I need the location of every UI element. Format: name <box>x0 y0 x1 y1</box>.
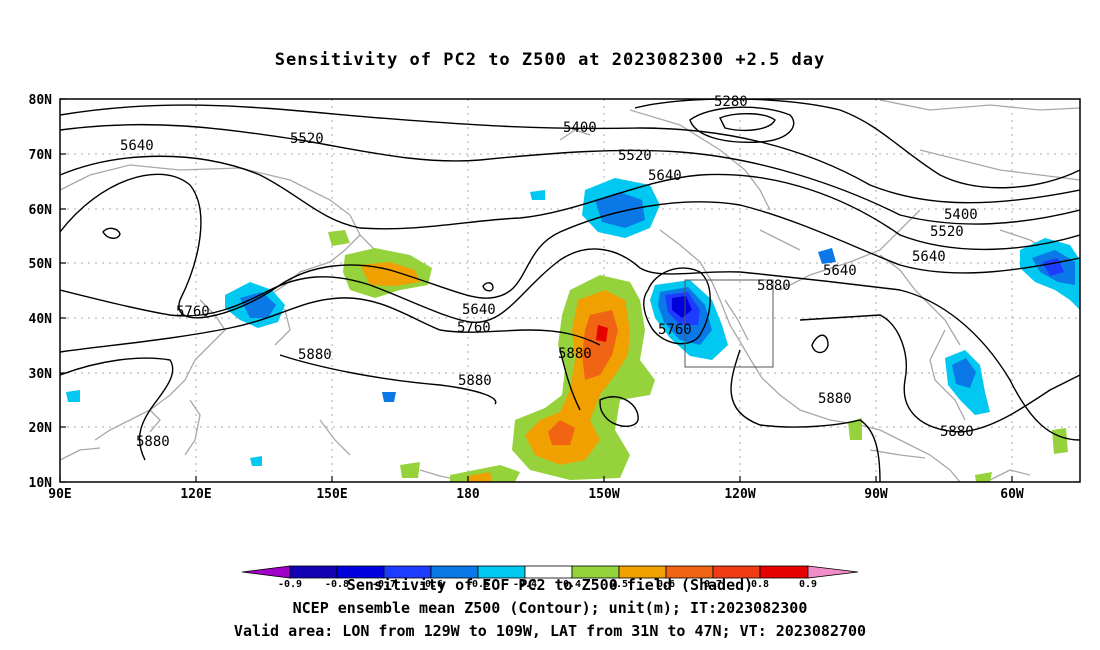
z500-contours <box>60 99 1080 482</box>
contour-label: 5520 <box>930 224 964 240</box>
caption-contour: NCEP ensemble mean Z500 (Contour); unit(… <box>292 599 808 617</box>
contour-label: 5760 <box>658 322 692 338</box>
lat-label: 20N <box>29 421 53 436</box>
colorbar-label: 0.5 <box>610 579 628 590</box>
colorbar-label: 0.9 <box>799 579 817 590</box>
axis-ticks <box>59 98 1013 483</box>
contour-label: 5640 <box>648 168 682 184</box>
contour-label: 5880 <box>757 278 791 294</box>
contour-label: 5760 <box>457 320 491 336</box>
contour-label: 5640 <box>120 138 154 154</box>
colorbar-label: -0.9 <box>278 579 302 590</box>
colorbar-label: -0.6 <box>419 579 443 590</box>
shading-positive <box>328 230 1068 482</box>
contour-label: 5400 <box>563 120 597 136</box>
contour-label: 5520 <box>290 131 324 147</box>
colorbar-label: 0.6 <box>657 579 675 590</box>
contour-label: 5880 <box>136 434 170 450</box>
contour-label: 5640 <box>823 263 857 279</box>
lon-label: 90E <box>48 487 71 502</box>
lon-label: 150E <box>316 487 347 502</box>
colorbar-high-arrow <box>807 565 859 579</box>
contour-labels: 5280 5400 5400 5520 5520 5520 5640 5640 … <box>120 94 978 450</box>
lon-label: 90W <box>864 487 888 502</box>
lat-label: 60N <box>29 203 53 218</box>
latitude-labels: 80N 70N 60N 50N 40N 30N 20N 10N <box>29 93 53 491</box>
lat-label: 70N <box>29 148 53 163</box>
lon-label: 150W <box>588 487 619 502</box>
lat-label: 50N <box>29 257 53 272</box>
contour-label: 5520 <box>618 148 652 164</box>
caption-shading: Sensitivity of EOF PC2 to Z500 field (Sh… <box>346 576 754 594</box>
contour-label: 5880 <box>940 424 974 440</box>
colorbar-label: -0.7 <box>372 579 396 590</box>
contour-label: 5880 <box>558 346 592 362</box>
colorbar-label: -0.4 <box>513 579 537 590</box>
contour-label: 5640 <box>462 302 496 318</box>
lon-label: 180 <box>456 487 480 502</box>
valid-area-box <box>684 279 774 368</box>
colorbar-label: 0.4 <box>563 579 581 590</box>
lon-label: 60W <box>1000 487 1024 502</box>
longitude-labels: 90E 120E 150E 180 150W 120W 90W 60W <box>48 487 1024 502</box>
contour-label: 5760 <box>176 304 210 320</box>
colorbar <box>241 565 859 579</box>
gridlines <box>60 99 1080 482</box>
colorbar-label: 0.7 <box>704 579 722 590</box>
map-title: Sensitivity of PC2 to Z500 at 2023082300… <box>274 50 826 70</box>
contour-label: 5880 <box>818 391 852 407</box>
lat-label: 40N <box>29 312 53 327</box>
colorbar-label: -0.8 <box>325 579 349 590</box>
lat-label: 10N <box>29 476 53 491</box>
colorbar-label: -0.5 <box>466 579 490 590</box>
contour-label: 5640 <box>912 249 946 265</box>
contour-label: 5400 <box>944 207 978 223</box>
lat-label: 80N <box>29 93 53 108</box>
lon-label: 120E <box>180 487 211 502</box>
shading-negative <box>66 178 1080 466</box>
lon-label: 120W <box>724 487 755 502</box>
contour-label: 5880 <box>298 347 332 363</box>
caption-valid-area: Valid area: LON from 129W to 109W, LAT f… <box>233 622 867 640</box>
colorbar-labels: -0.9 -0.8 -0.7 -0.6 -0.5 -0.4 0.4 0.5 0.… <box>278 579 817 590</box>
lat-label: 30N <box>29 367 53 382</box>
colorbar-label: 0.8 <box>751 579 769 590</box>
contour-label: 5280 <box>714 94 748 110</box>
plot-frame <box>59 98 1081 483</box>
contour-label: 5880 <box>458 373 492 389</box>
